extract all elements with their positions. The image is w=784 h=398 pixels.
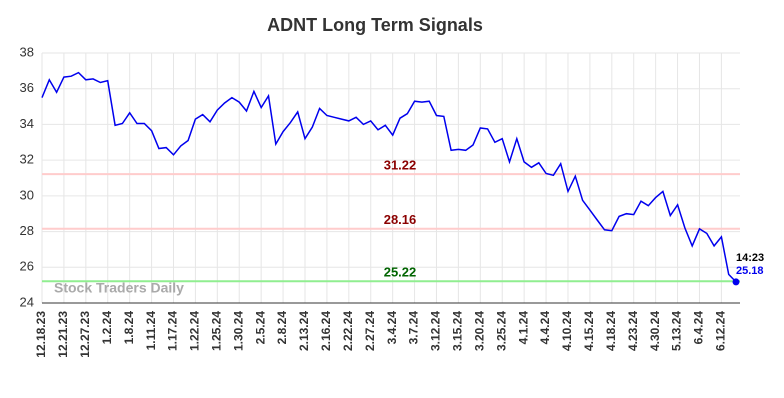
- watermark: Stock Traders Daily: [54, 279, 184, 295]
- x-tick-label: 1.2.24: [100, 311, 114, 345]
- x-tick-label: 1.25.24: [209, 311, 223, 351]
- x-tick-label: 1.8.24: [122, 311, 136, 345]
- y-tick-label: 34: [20, 116, 34, 131]
- x-tick-label: 3.7.24: [407, 311, 421, 345]
- y-tick-label: 32: [20, 152, 34, 167]
- x-tick-label: 12.18.23: [34, 311, 48, 358]
- x-tick-label: 2.27.24: [363, 311, 377, 351]
- last-time: 14:23: [736, 252, 764, 264]
- signal-label: 31.22: [384, 158, 417, 173]
- x-tick-label: 1.11.24: [144, 311, 158, 351]
- signal-label: 28.16: [384, 212, 417, 227]
- x-tick-label: 3.12.24: [429, 311, 443, 351]
- x-tick-label: 1.22.24: [188, 311, 202, 351]
- x-tick-label: 1.17.24: [166, 311, 180, 351]
- x-tick-label: 4.18.24: [604, 311, 618, 351]
- y-tick-label: 38: [20, 44, 34, 59]
- x-tick-label: 3.20.24: [472, 311, 486, 351]
- x-tick-label: 2.5.24: [253, 311, 267, 345]
- x-tick-label: 4.15.24: [582, 311, 596, 351]
- signal-label: 25.22: [384, 265, 417, 280]
- y-tick-label: 36: [20, 80, 34, 95]
- last-point: [732, 278, 740, 286]
- x-tick-label: 4.4.24: [538, 311, 552, 345]
- y-tick-label: 26: [20, 259, 34, 274]
- x-tick-label: 1.30.24: [231, 311, 245, 351]
- x-tick-label: 3.4.24: [385, 311, 399, 345]
- x-tick-label: 2.16.24: [319, 311, 333, 351]
- x-tick-label: 2.22.24: [341, 311, 355, 351]
- chart-title: ADNT Long Term Signals: [267, 15, 483, 35]
- x-tick-label: 3.25.24: [494, 311, 508, 351]
- x-tick-label: 6.12.24: [714, 311, 728, 351]
- x-tick-label: 4.10.24: [560, 311, 574, 351]
- price-line: [41, 71, 737, 283]
- x-tick-label: 4.30.24: [648, 311, 662, 351]
- x-tick-label: 4.1.24: [516, 311, 530, 345]
- x-tick-label: 2.13.24: [297, 311, 311, 351]
- y-tick-label: 28: [20, 223, 34, 238]
- y-tick-label: 30: [20, 187, 34, 202]
- x-tick-label: 5.13.24: [670, 311, 684, 351]
- x-tick-label: 12.21.23: [56, 311, 70, 358]
- last-value: 25.18: [736, 265, 764, 277]
- x-tick-label: 4.23.24: [626, 311, 640, 351]
- x-tick-label: 12.27.23: [78, 311, 92, 358]
- y-tick-label: 24: [20, 294, 34, 309]
- x-tick-label: 2.8.24: [275, 311, 289, 345]
- x-tick-label: 6.4.24: [692, 311, 706, 345]
- x-tick-label: 3.15.24: [451, 311, 465, 351]
